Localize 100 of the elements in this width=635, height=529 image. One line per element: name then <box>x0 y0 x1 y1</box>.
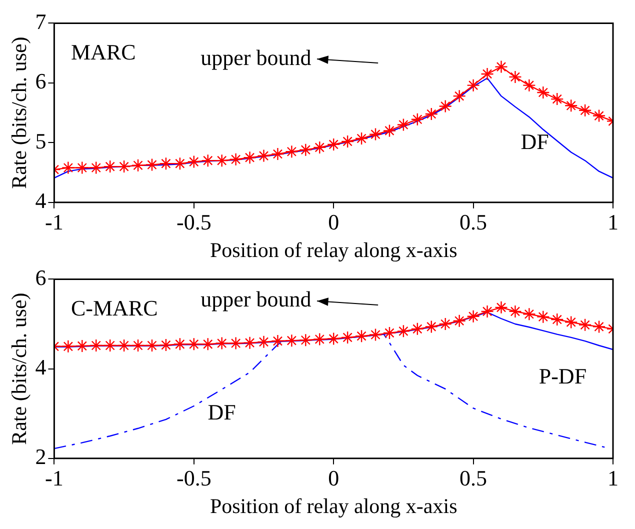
point <box>354 329 368 343</box>
point <box>382 124 396 138</box>
point <box>145 338 159 352</box>
x-tick-label: 1 <box>608 465 618 490</box>
x-tick-label: 0 <box>328 465 340 490</box>
annotation: C-MARC <box>70 295 158 320</box>
point <box>103 160 117 174</box>
annotation: DF <box>520 129 549 154</box>
point <box>117 160 131 174</box>
point <box>592 109 606 122</box>
point <box>424 320 438 334</box>
y-tick-label: 5 <box>35 128 46 154</box>
point <box>313 332 326 346</box>
point <box>76 161 89 174</box>
point <box>187 155 200 168</box>
x-tick-label: 0 <box>328 209 340 234</box>
point <box>396 324 410 338</box>
x-tick-label: -0.5 <box>176 465 212 490</box>
point <box>243 336 256 350</box>
y-axis-title: Rate (bits/ch. use) <box>7 292 32 445</box>
x-tick-label: 0.5 <box>460 465 488 490</box>
point <box>396 118 410 132</box>
x-tick-label: -1 <box>45 209 64 234</box>
point <box>285 334 298 348</box>
point <box>368 128 382 141</box>
point <box>243 151 256 164</box>
point <box>299 334 312 347</box>
x-tick-label: 0.5 <box>460 209 488 234</box>
x-axis-title: Position of relay along x-axis <box>210 494 458 518</box>
point <box>131 338 145 352</box>
point <box>159 338 173 352</box>
point <box>145 158 159 172</box>
point <box>340 134 354 148</box>
point <box>299 143 312 156</box>
y-axis-title: Rate (bits/ch. use) <box>7 36 32 189</box>
point <box>90 161 103 174</box>
point <box>201 338 214 351</box>
point <box>438 317 452 331</box>
point <box>522 308 536 321</box>
point <box>173 156 187 170</box>
point <box>536 310 550 324</box>
point <box>257 335 270 349</box>
point <box>480 304 494 318</box>
point <box>187 338 200 351</box>
y-tick-label: 7 <box>35 8 46 34</box>
point <box>564 316 578 329</box>
point <box>480 67 494 81</box>
annotation: upper bound <box>200 44 312 70</box>
point <box>229 336 242 350</box>
point <box>159 156 173 170</box>
point <box>313 140 326 154</box>
point <box>215 336 228 350</box>
point <box>564 99 578 112</box>
annotation: P-DF <box>538 364 587 389</box>
point <box>76 339 89 353</box>
point <box>257 149 270 162</box>
x-tick-label: -1 <box>45 465 64 490</box>
point <box>90 338 103 352</box>
x-tick-label: 1 <box>608 209 618 234</box>
point <box>327 332 340 346</box>
point <box>201 154 214 168</box>
y-tick-label: 2 <box>35 444 46 470</box>
point <box>438 100 452 113</box>
point <box>103 338 117 352</box>
y-tick-label: 4 <box>35 188 46 214</box>
point <box>62 161 75 174</box>
point <box>508 304 522 318</box>
point <box>494 60 508 74</box>
point <box>536 86 550 100</box>
point <box>340 330 354 344</box>
point <box>522 78 536 92</box>
annotation: DF <box>208 399 236 424</box>
point <box>410 112 424 126</box>
point <box>285 145 298 158</box>
point <box>368 328 382 342</box>
point <box>382 326 396 340</box>
y-tick-label: 6 <box>35 68 46 94</box>
y-tick-label: 4 <box>35 354 46 380</box>
y-tick-label: 6 <box>35 264 46 290</box>
point <box>271 334 284 348</box>
point <box>578 318 592 332</box>
annotation: MARC <box>70 39 136 64</box>
point <box>508 70 522 84</box>
point <box>354 132 368 146</box>
point <box>410 322 424 336</box>
point <box>550 312 564 326</box>
point <box>117 338 131 352</box>
point <box>494 300 508 314</box>
point <box>578 104 592 118</box>
point <box>466 78 480 92</box>
point <box>452 314 466 328</box>
point <box>592 320 606 334</box>
x-axis-title: Position of relay along x-axis <box>210 238 458 262</box>
point <box>466 310 480 323</box>
point <box>452 89 466 103</box>
annotation: upper bound <box>200 286 312 312</box>
point <box>271 147 284 161</box>
point <box>173 338 187 351</box>
point <box>327 138 340 152</box>
point <box>215 154 228 168</box>
